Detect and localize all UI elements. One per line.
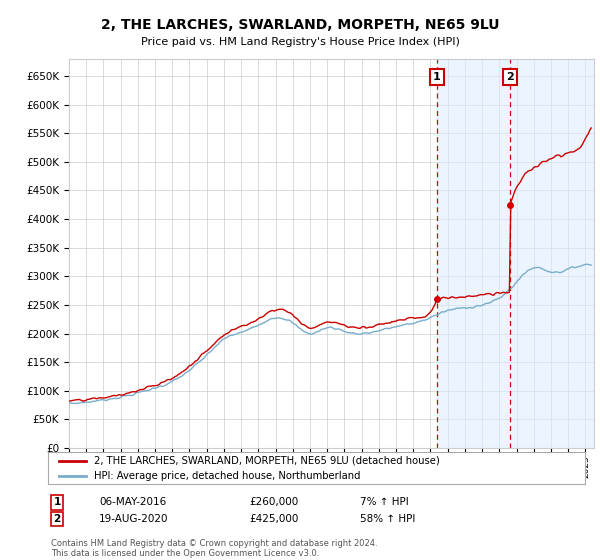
Text: 7% ↑ HPI: 7% ↑ HPI bbox=[360, 497, 409, 507]
Text: 1: 1 bbox=[433, 72, 441, 82]
Text: 2, THE LARCHES, SWARLAND, MORPETH, NE65 9LU (detached house): 2, THE LARCHES, SWARLAND, MORPETH, NE65 … bbox=[94, 456, 439, 466]
Text: 19-AUG-2020: 19-AUG-2020 bbox=[99, 514, 169, 524]
Bar bbox=[437, 59, 594, 448]
Text: HPI: Average price, detached house, Northumberland: HPI: Average price, detached house, Nort… bbox=[94, 470, 360, 480]
Text: 2: 2 bbox=[506, 72, 514, 82]
Text: Contains HM Land Registry data © Crown copyright and database right 2024.
This d: Contains HM Land Registry data © Crown c… bbox=[51, 539, 377, 558]
Text: 1: 1 bbox=[53, 497, 61, 507]
Text: Price paid vs. HM Land Registry's House Price Index (HPI): Price paid vs. HM Land Registry's House … bbox=[140, 37, 460, 47]
Text: 2: 2 bbox=[53, 514, 61, 524]
Text: 06-MAY-2016: 06-MAY-2016 bbox=[99, 497, 166, 507]
Text: 2, THE LARCHES, SWARLAND, MORPETH, NE65 9LU: 2, THE LARCHES, SWARLAND, MORPETH, NE65 … bbox=[101, 18, 499, 32]
Text: 58% ↑ HPI: 58% ↑ HPI bbox=[360, 514, 415, 524]
Text: £260,000: £260,000 bbox=[249, 497, 298, 507]
Text: £425,000: £425,000 bbox=[249, 514, 298, 524]
